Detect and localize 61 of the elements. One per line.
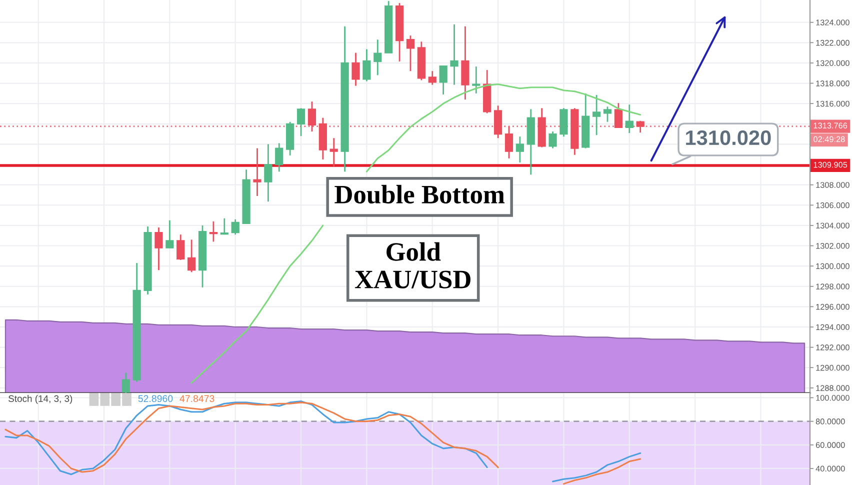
series-label: 47.8473 xyxy=(180,395,214,402)
candlestick xyxy=(504,126,514,160)
candlestick xyxy=(516,136,524,164)
y-tick-label: 1296.000 xyxy=(816,304,850,310)
ref-line-label: 1309.905 xyxy=(814,162,848,168)
y-tick-label: 1288.000 xyxy=(816,385,850,391)
candlestick xyxy=(461,26,470,100)
candlestick xyxy=(308,100,316,132)
y-tick-label: 40.0000 xyxy=(816,466,845,472)
y-tick-label: 100.0000 xyxy=(816,394,850,401)
candlestick xyxy=(592,94,601,136)
candlestick xyxy=(406,34,415,72)
y-tick-label: 1322.000 xyxy=(816,40,850,46)
candlestick xyxy=(494,104,502,139)
series-label: 52.8960 xyxy=(138,395,173,402)
candlestick xyxy=(636,120,644,134)
annotation: 1310.020 xyxy=(686,130,771,146)
y-tick-label: 1300.000 xyxy=(816,263,850,270)
candlestick xyxy=(450,24,458,86)
y-tick-label: 60.0000 xyxy=(816,442,845,448)
candlestick xyxy=(209,220,218,242)
annotation: Gold XAU/USD xyxy=(354,242,470,288)
candlestick xyxy=(154,226,163,271)
candlestick xyxy=(625,104,634,134)
candlestick xyxy=(603,106,612,123)
candlestick xyxy=(439,64,448,96)
candlestick xyxy=(187,238,196,273)
candlestick xyxy=(166,220,174,248)
candlestick xyxy=(253,148,262,197)
annotation: Double Bottom xyxy=(334,184,505,204)
candlestick xyxy=(472,66,480,94)
y-tick-label: 1294.000 xyxy=(816,324,850,330)
candlestick xyxy=(220,218,228,236)
candlestick xyxy=(176,234,185,261)
candlestick xyxy=(264,144,272,202)
y-tick-label: 1304.000 xyxy=(816,222,850,228)
candlestick xyxy=(122,372,130,393)
y-tick-label: 1302.000 xyxy=(816,243,850,249)
y-tick-label: 1306.000 xyxy=(816,202,850,208)
ref-line-label: 1313.766 xyxy=(814,122,848,128)
candlestick xyxy=(352,52,360,87)
y-tick-label: 1324.000 xyxy=(816,20,850,26)
y-tick-label: 1318.000 xyxy=(816,80,850,86)
candlestick xyxy=(548,130,557,149)
candlestick xyxy=(614,102,623,128)
y-tick-label: 80.0000 xyxy=(816,418,845,424)
candlestick xyxy=(428,70,436,86)
y-tick-label: 1308.000 xyxy=(816,182,850,188)
candlestick xyxy=(231,218,240,236)
y-tick-label: 1320.000 xyxy=(816,60,850,66)
candlestick xyxy=(330,137,338,168)
y-tick-label: 1298.000 xyxy=(816,284,850,290)
text: 02:49:28 xyxy=(814,136,845,142)
chart-title: Stoch (14, 3, 3) xyxy=(8,395,72,404)
y-tick-label: 1316.000 xyxy=(816,100,850,107)
candlestick xyxy=(296,107,306,137)
candlestick xyxy=(374,38,382,76)
candlestick xyxy=(362,48,371,82)
candlestick xyxy=(275,142,284,172)
y-tick-label: 1290.000 xyxy=(816,364,850,371)
y-tick-label: 1292.000 xyxy=(816,344,850,350)
